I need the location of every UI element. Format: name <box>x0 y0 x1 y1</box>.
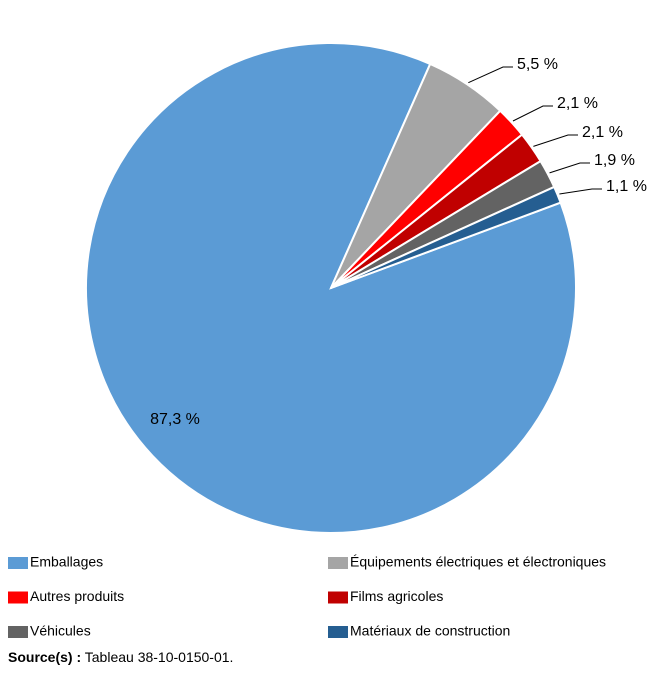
leader-line <box>512 105 553 122</box>
legend-swatch <box>8 557 28 569</box>
legend-label: Autres produits <box>30 588 124 604</box>
leader-line <box>559 188 602 195</box>
legend-label: Véhicules <box>30 623 91 639</box>
legend-swatch <box>328 591 348 604</box>
leader-line <box>533 134 578 147</box>
legend-label: Emballages <box>30 554 103 570</box>
legend-swatch <box>328 626 348 638</box>
data-label: 5,5 % <box>517 56 558 73</box>
leader-line <box>549 162 590 174</box>
source-label: Source(s) : <box>8 649 81 665</box>
pie-slice <box>330 185 562 289</box>
legend-swatch <box>8 591 28 604</box>
legend-label: Films agricoles <box>350 588 443 604</box>
data-label: 2,1 % <box>582 124 623 141</box>
legend-swatch <box>8 626 28 638</box>
source: Source(s) : Tableau 38-10-0150-01. <box>8 649 233 665</box>
leader-line <box>468 66 513 84</box>
legend-label: Matériaux de construction <box>350 623 510 639</box>
data-label: 1,9 % <box>594 152 635 169</box>
data-label: 2,1 % <box>557 95 598 112</box>
source-text: Tableau 38-10-0150-01. <box>85 649 234 665</box>
legend-label: Équipements électriques et électroniques <box>350 554 606 570</box>
data-label: 87,3 % <box>150 411 200 428</box>
data-label: 1,1 % <box>606 178 647 195</box>
legend-swatch <box>328 557 348 569</box>
